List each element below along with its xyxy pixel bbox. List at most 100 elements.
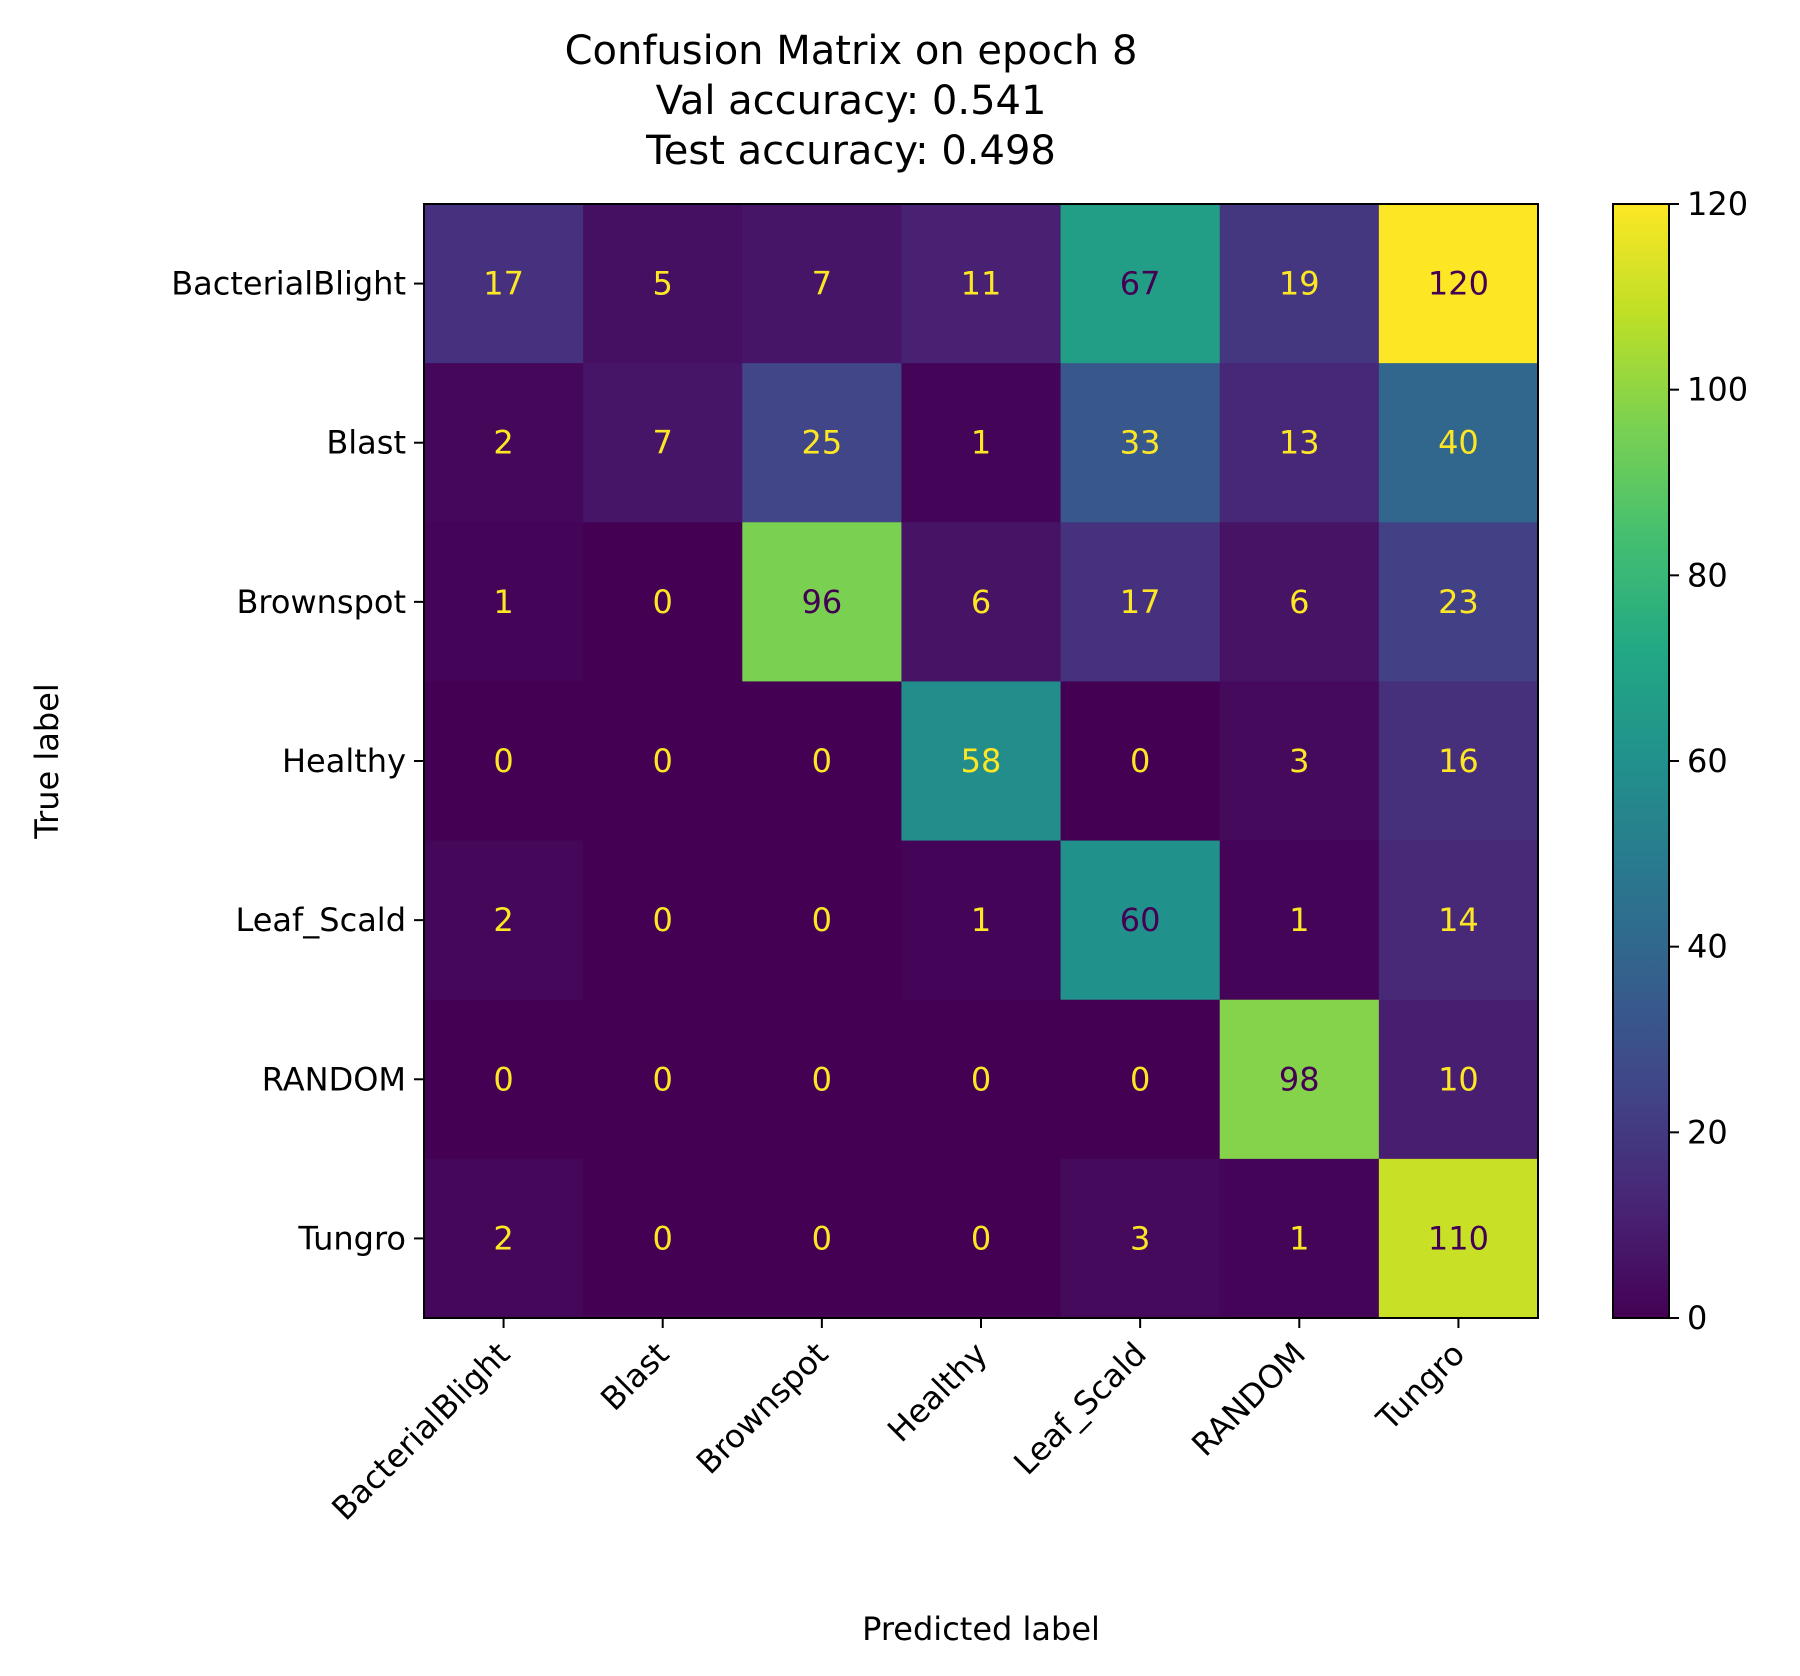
y-tick-label: Brownspot: [236, 583, 406, 621]
cell-value-label: 0: [653, 1060, 673, 1098]
heatmap-cells: [424, 204, 1539, 1319]
heatmap-cell: [742, 363, 902, 523]
cell-value-label: 17: [483, 265, 524, 303]
heatmap-cell: [1378, 522, 1539, 682]
colorbar: 0 20 40 60 80 100 120: [1612, 185, 1748, 1337]
heatmap-cell: [901, 204, 1062, 364]
cell-value-label: 0: [493, 742, 513, 780]
title-line-2: Val accuracy: 0.541: [656, 78, 1047, 124]
heatmap-cell: [901, 681, 1062, 842]
cell-value-label: 16: [1438, 742, 1479, 780]
colorbar-tick-label: 100: [1687, 371, 1748, 409]
colorbar-tick-label: 0: [1687, 1299, 1707, 1337]
cell-value-label: 11: [961, 265, 1002, 303]
heatmap-cell: [424, 681, 584, 842]
heatmap-cell: [583, 522, 743, 682]
heatmap-cell: [1378, 1158, 1539, 1319]
heatmap-cell: [424, 999, 584, 1160]
cell-value-label: 23: [1438, 583, 1479, 621]
heatmap-cell: [1060, 840, 1221, 1001]
cell-value-label: 17: [1120, 583, 1161, 621]
cell-value-label: 110: [1428, 1219, 1489, 1257]
cell-value-label: 0: [971, 1060, 991, 1098]
colorbar-gradient: [1612, 203, 1670, 1319]
heatmap-cell: [742, 840, 902, 1001]
title-line-3: Test accuracy: 0.498: [645, 128, 1056, 174]
y-tick-label: Healthy: [282, 742, 406, 780]
heatmap-cell: [1060, 522, 1221, 682]
cell-value-label: 5: [653, 265, 673, 303]
heatmap-cell: [742, 1158, 902, 1319]
colorbar-tick-label: 120: [1687, 185, 1748, 223]
heatmap-cell: [1060, 1158, 1221, 1319]
colorbar-tick-label: 80: [1687, 556, 1728, 594]
y-axis-ticks: BacterialBlight Blast Brownspot Healthy Leaf…: [171, 265, 424, 1257]
cell-value-label: 6: [1289, 583, 1309, 621]
heatmap-cell: [1378, 840, 1539, 1001]
cell-value-label: 10: [1438, 1060, 1479, 1098]
cell-value-label: 58: [961, 742, 1002, 780]
heatmap-cell: [901, 363, 1062, 523]
heatmap-cell: [583, 840, 743, 1001]
heatmap-cell: [1219, 1158, 1380, 1319]
cell-value-label: 0: [653, 583, 673, 621]
y-tick-label: Leaf_Scald: [235, 901, 406, 939]
cell-value-label: 0: [812, 742, 832, 780]
cell-value-label: 0: [493, 1060, 513, 1098]
cell-value-label: 3: [1289, 742, 1309, 780]
title-line-1: Confusion Matrix on epoch 8: [565, 28, 1138, 74]
cell-value-label: 0: [653, 1219, 673, 1257]
chart-title: Confusion Matrix on epoch 8 Val accuracy…: [565, 28, 1138, 174]
cell-value-label: 1: [971, 901, 991, 939]
cell-value-label: 2: [493, 1219, 513, 1257]
heatmap-cell: [1219, 204, 1380, 364]
cell-value-label: 33: [1120, 424, 1161, 462]
heatmap-cell: [583, 363, 743, 523]
cell-value-label: 19: [1279, 265, 1320, 303]
heatmap-cell: [424, 363, 584, 523]
cell-value-label: 7: [812, 265, 832, 303]
cell-value-label: 7: [653, 424, 673, 462]
heatmap-cell: [1219, 999, 1380, 1160]
y-tick-label: RANDOM: [262, 1060, 406, 1098]
heatmap-cell: [901, 522, 1062, 682]
cell-value-label: 0: [653, 742, 673, 780]
heatmap-cell: [1060, 204, 1221, 364]
y-axis-label: True label: [28, 683, 66, 840]
heatmap-cell: [424, 840, 584, 1001]
cell-value-label: 0: [812, 901, 832, 939]
colorbar-tick-label: 60: [1687, 742, 1728, 780]
cell-value-label: 6: [971, 583, 991, 621]
heatmap-cell: [583, 204, 743, 364]
cell-value-label: 60: [1120, 901, 1161, 939]
y-tick-label: Tungro: [297, 1219, 406, 1257]
heatmap-cell: [583, 681, 743, 842]
cell-value-label: 120: [1428, 265, 1489, 303]
y-tick-label: Blast: [326, 424, 406, 462]
cell-value-label: 98: [1279, 1060, 1320, 1098]
heatmap-cell: [742, 522, 902, 682]
heatmap-cell: [1060, 999, 1221, 1160]
heatmap-cell: [742, 999, 902, 1160]
cell-value-label: 40: [1438, 424, 1479, 462]
heatmap-cell: [1060, 363, 1221, 523]
heatmap-cell: [901, 840, 1062, 1001]
heatmap-cell: [1378, 681, 1539, 842]
colorbar-tick-label: 20: [1687, 1113, 1728, 1151]
cell-value-label: 1: [493, 583, 513, 621]
cell-value-label: 67: [1120, 265, 1161, 303]
heatmap-cell: [901, 1158, 1062, 1319]
cell-value-label: 1: [1289, 1219, 1309, 1257]
heatmap-cell: [742, 681, 902, 842]
heatmap-cell: [1219, 522, 1380, 682]
colorbar-tick-label: 40: [1687, 928, 1728, 966]
heatmap-cell: [424, 522, 584, 682]
heatmap-cell: [1378, 999, 1539, 1160]
cell-value-label: 25: [801, 424, 842, 462]
cell-value-label: 14: [1438, 901, 1479, 939]
heatmap-cell: [583, 999, 743, 1160]
cell-value-label: 13: [1279, 424, 1320, 462]
y-tick-label: BacterialBlight: [171, 265, 406, 303]
cell-value-label: 1: [1289, 901, 1309, 939]
